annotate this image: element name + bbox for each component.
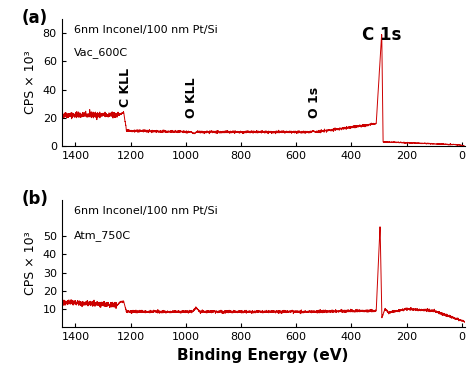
Text: (b): (b) [21,190,48,208]
Y-axis label: CPS × 10³: CPS × 10³ [24,51,37,114]
X-axis label: Binding Energy (eV): Binding Energy (eV) [177,347,349,362]
Text: Atm_750C: Atm_750C [74,230,131,241]
Text: Vac_600C: Vac_600C [74,47,128,58]
Text: O KLL: O KLL [185,77,199,118]
Text: (a): (a) [21,9,47,27]
Y-axis label: CPS × 10³: CPS × 10³ [24,232,37,295]
Text: C 1s: C 1s [362,26,401,44]
Text: 6nm Inconel/100 nm Pt/Si: 6nm Inconel/100 nm Pt/Si [74,25,218,35]
Text: O 1s: O 1s [308,87,320,118]
Text: C KLL: C KLL [118,67,132,106]
Text: 6nm Inconel/100 nm Pt/Si: 6nm Inconel/100 nm Pt/Si [74,206,218,216]
